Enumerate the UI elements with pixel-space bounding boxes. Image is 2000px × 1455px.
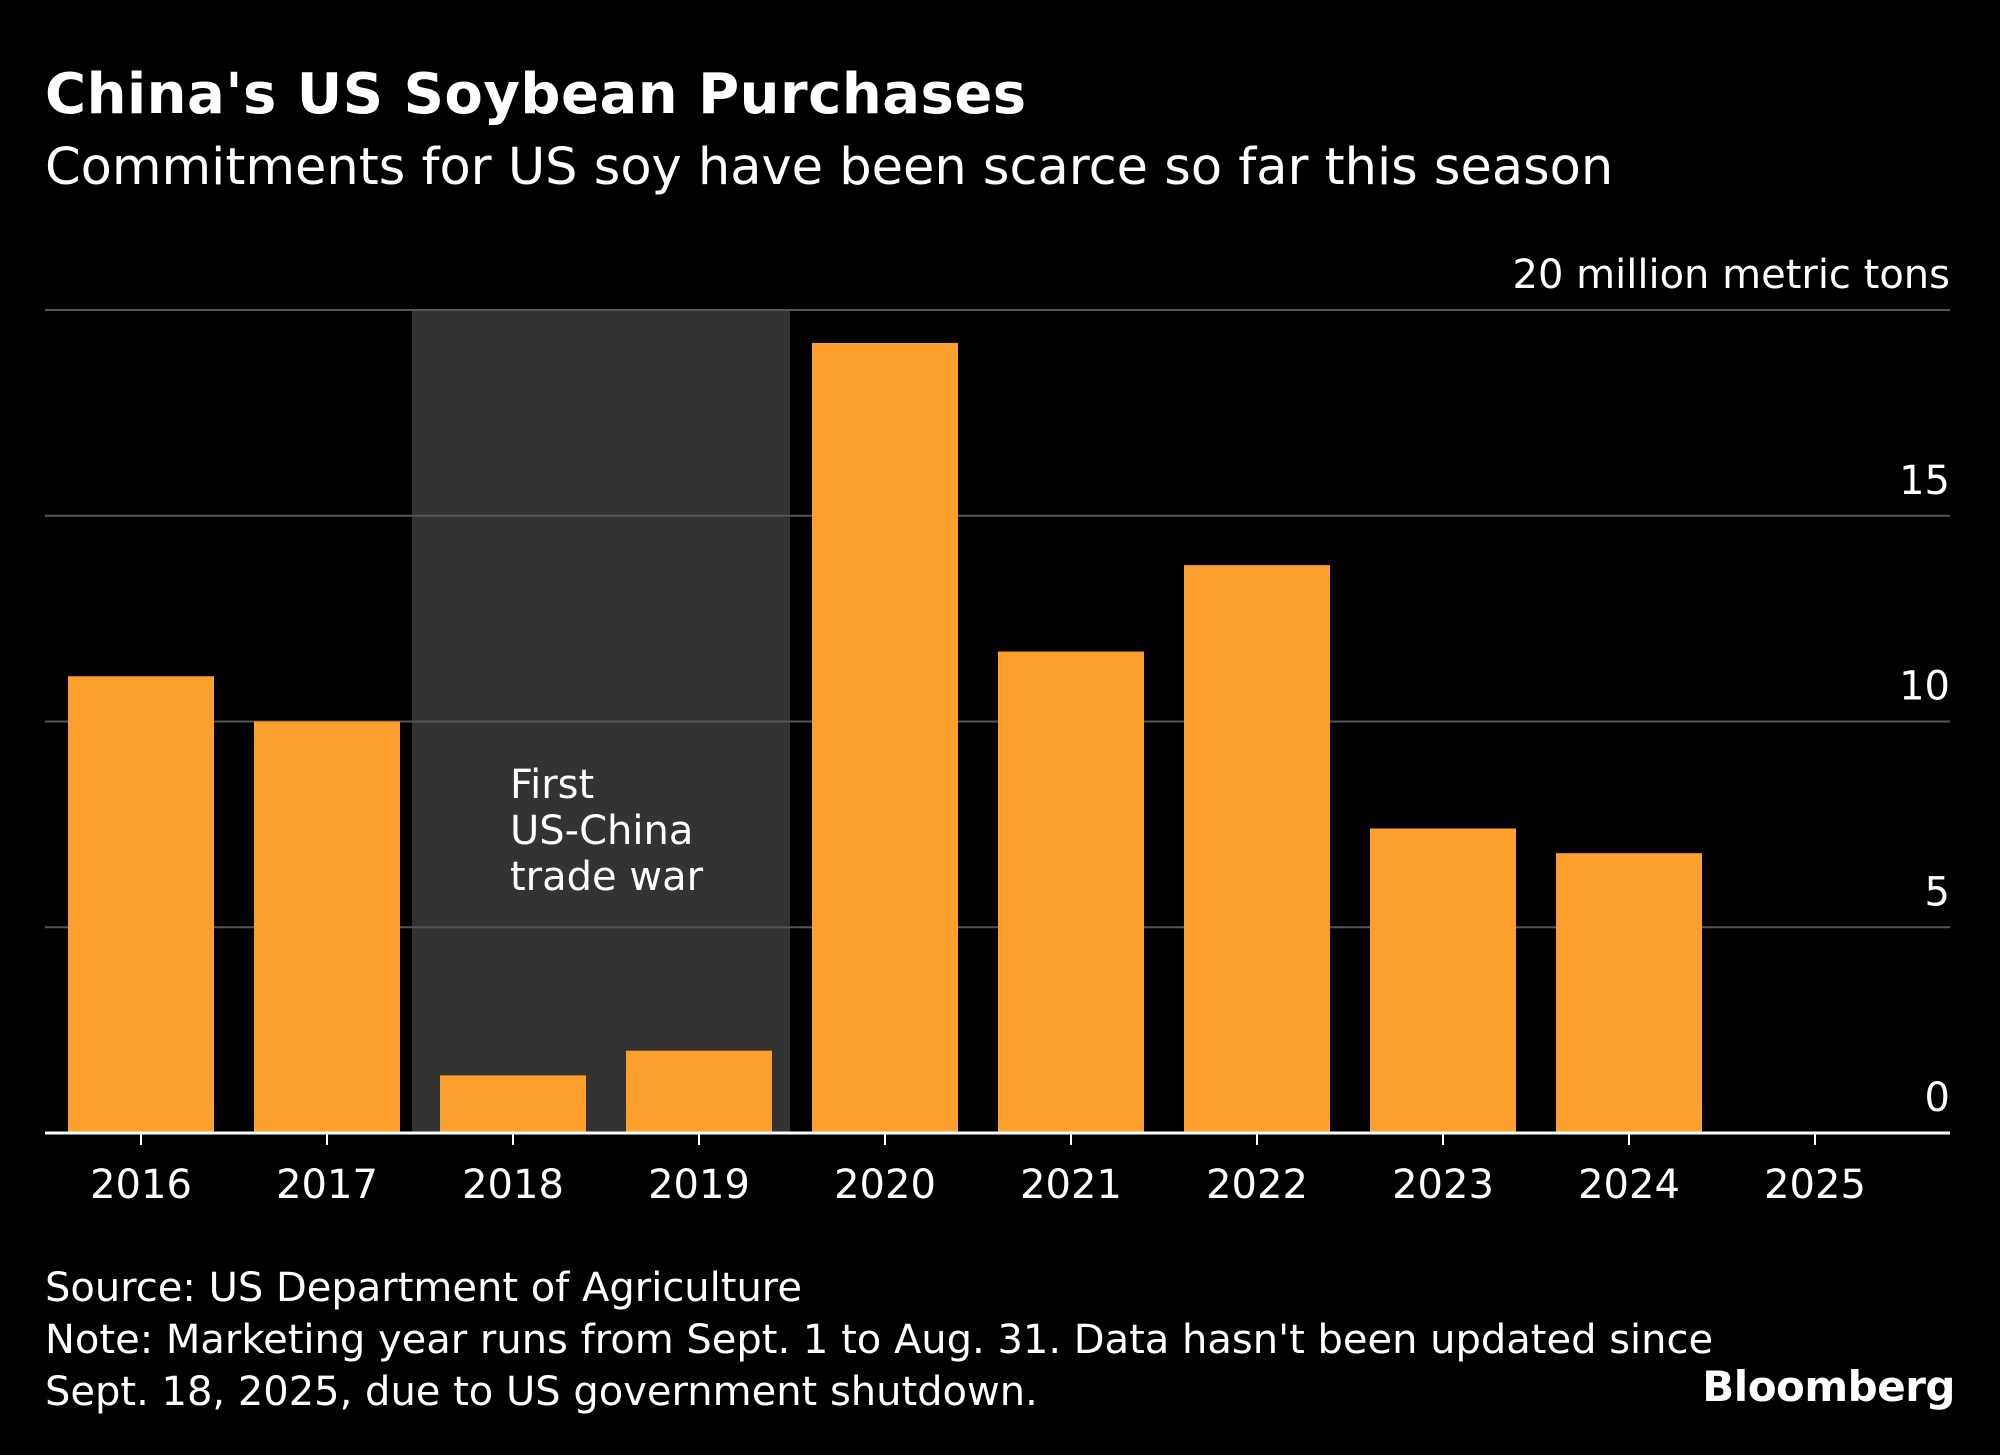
bar-2018 [440, 1075, 586, 1133]
bar-chart: 2016 2017 2018 2019 2020 2021 2022 2023 2024 2025… [45, 252, 1950, 1208]
chart-title: China's US Soybean Purchases [45, 62, 1027, 127]
x-tick-label: 2024 [1578, 1162, 1680, 1208]
x-tick-label: 2017 [276, 1162, 378, 1208]
x-tick-label: 2020 [834, 1162, 936, 1208]
bar-2022 [1184, 565, 1330, 1133]
bar-2024 [1556, 853, 1702, 1133]
chart-subtitle: Commitments for US soy have been scarce … [45, 138, 1614, 197]
footnote: Note: Marketing year runs from Sept. 1 t… [45, 1317, 1714, 1415]
source-note: Source: US Department of Agriculture [45, 1265, 802, 1311]
annotation-line: US-China [510, 808, 693, 854]
y-tick-label: 0 [1925, 1075, 1950, 1121]
x-tick-label: 2025 [1764, 1162, 1866, 1208]
bar-2021 [998, 651, 1144, 1133]
x-tick-label: 2021 [1020, 1162, 1122, 1208]
bar-2023 [1370, 828, 1516, 1133]
x-tick-label: 2016 [90, 1162, 192, 1208]
x-tick-label: 2022 [1206, 1162, 1308, 1208]
bar-2020 [812, 342, 958, 1133]
x-tick-label: 2018 [462, 1162, 564, 1208]
annotation-line: trade war [510, 854, 704, 900]
y-tick-label: 20 million metric tons [1513, 252, 1950, 298]
bar-2019 [626, 1050, 772, 1133]
y-tick-label: 5 [1925, 869, 1950, 915]
bloomberg-logo: Bloomberg [1702, 1362, 1955, 1411]
y-tick-label: 10 [1899, 664, 1950, 710]
annotation-line: First [510, 762, 594, 808]
x-tick-label: 2019 [648, 1162, 750, 1208]
bar-2016 [68, 676, 214, 1133]
bar-2017 [254, 721, 400, 1133]
x-tick-label: 2023 [1392, 1162, 1494, 1208]
y-tick-label: 15 [1899, 458, 1950, 504]
